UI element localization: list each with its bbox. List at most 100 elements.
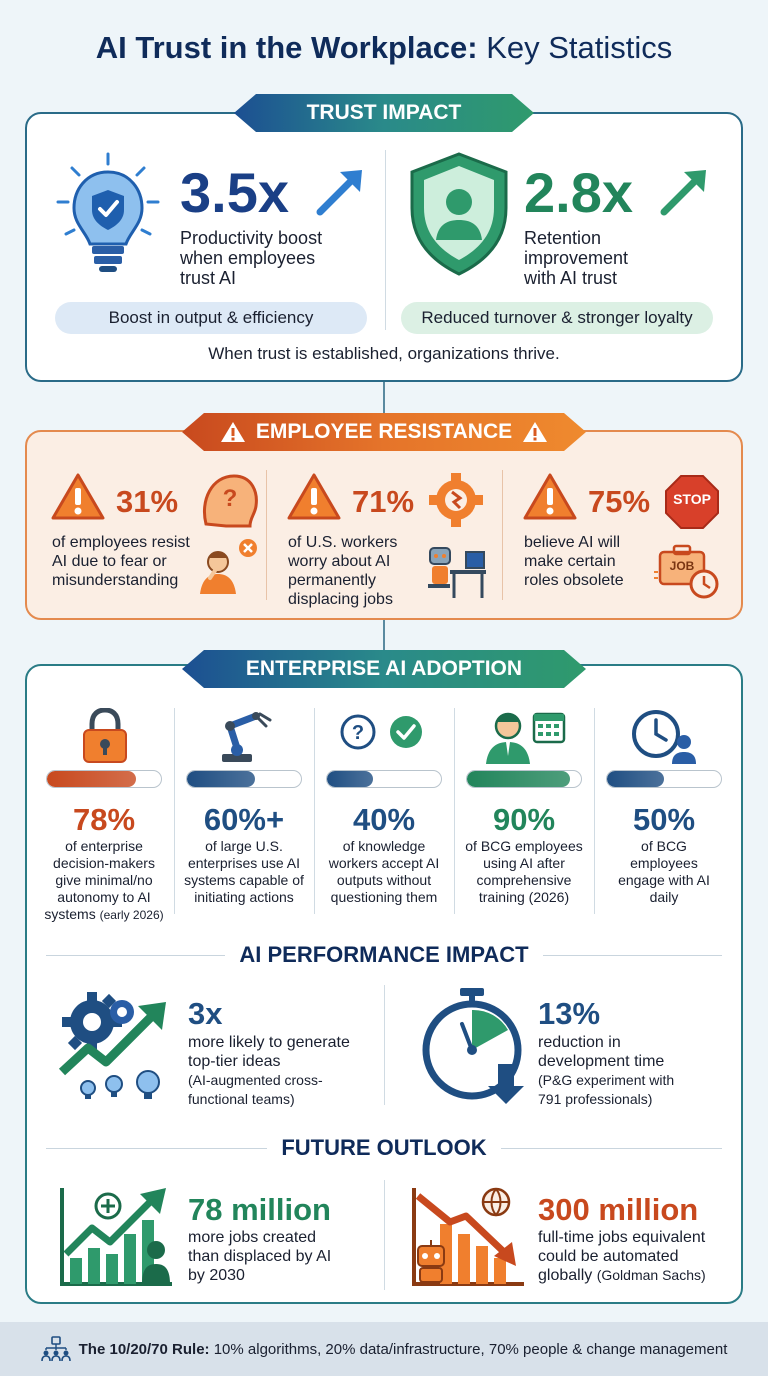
adoption-value-4: 90% <box>492 802 556 837</box>
desc-line: engage with AI <box>618 872 710 888</box>
desc-line: systems capable of <box>184 872 304 888</box>
desc-line: Productivity boost <box>180 228 323 248</box>
warning-triangle-icon <box>523 473 577 520</box>
adoption-desc-5: of BCG employees engage with AI daily <box>596 838 732 906</box>
trust-left-pill: Boost in output & efficiency <box>55 302 367 334</box>
desc-line: enterprises use AI <box>187 855 301 871</box>
future-heading: FUTURE OUTLOOK <box>0 1135 768 1161</box>
footer-bar: The 10/20/70 Rule: 10% algorithms, 20% d… <box>0 1322 768 1376</box>
job-briefcase-icon: JOB <box>654 542 720 600</box>
growth-chart-person-icon <box>60 1188 172 1286</box>
desc-line: more likely to generate <box>188 1034 350 1051</box>
performance-heading-text: AI PERFORMANCE IMPACT <box>225 942 543 967</box>
job-text: JOB <box>669 559 695 573</box>
adoption-value-3: 40% <box>352 802 416 837</box>
warning-triangle-icon <box>287 473 341 520</box>
employee-calendar-icon <box>486 712 566 764</box>
stop-sign-icon: STOP <box>664 474 720 530</box>
future-divider <box>384 1180 385 1290</box>
desc-line: give minimal/no <box>55 872 153 888</box>
title-sub: Key Statistics <box>486 30 673 65</box>
warning-icon <box>522 420 548 444</box>
desc-line: comprehensive <box>476 872 572 888</box>
progress-fill <box>47 771 136 787</box>
lightbulb-shield-icon <box>56 152 160 272</box>
shield-person-icon <box>410 152 508 276</box>
footer-rule-title: The 10/20/70 Rule: <box>78 1340 210 1358</box>
desc-line: of enterprise <box>65 838 143 854</box>
desc-line: development time <box>538 1053 665 1070</box>
progress-bar-50 <box>606 770 722 788</box>
resistance-desc-2: of U.S. workers worry about AI permanent… <box>288 533 438 609</box>
adoption-divider <box>314 708 315 914</box>
svg-text:?: ? <box>352 722 364 744</box>
progress-fill <box>327 771 373 787</box>
trust-productivity-desc: Productivity boost when employees trust … <box>180 228 380 288</box>
adoption-divider <box>454 708 455 914</box>
progress-bar-78 <box>46 770 162 788</box>
question-check-icon: ? <box>340 714 422 750</box>
resistance-desc-1: of employees resist AI due to fear or mi… <box>52 533 212 590</box>
employee-resistance-panel <box>25 430 743 620</box>
note-line: functional teams) <box>188 1091 295 1107</box>
progress-fill <box>467 771 570 787</box>
declining-chart-robot-icon <box>412 1187 524 1286</box>
enterprise-adoption-banner: ENTERPRISE AI ADOPTION <box>182 650 586 688</box>
desc-line: of BCG <box>641 838 687 854</box>
employee-resistance-banner: EMPLOYEE RESISTANCE <box>182 413 586 451</box>
performance-divider <box>384 985 385 1105</box>
trust-retention-desc: Retention improvement with AI trust <box>524 228 724 288</box>
desc-last: globally <box>538 1267 593 1284</box>
desc-line: top-tier ideas <box>188 1053 281 1070</box>
stop-sign-text: STOP <box>673 491 711 507</box>
trust-impact-banner: TRUST IMPACT <box>234 94 534 132</box>
desc-line: of knowledge <box>342 838 426 854</box>
arrow-up-right-icon <box>660 170 706 216</box>
adoption-value-2: 60%+ <box>203 802 285 837</box>
future-desc-right: full-time jobs equivalent could be autom… <box>538 1228 738 1285</box>
performance-heading: AI PERFORMANCE IMPACT <box>0 942 768 968</box>
desc-line: autonomy to AI <box>57 889 151 905</box>
desc-line: believe AI will <box>524 534 621 551</box>
desc-line: when employees <box>180 248 316 268</box>
resistance-value-3: 75% <box>588 484 651 519</box>
adoption-desc-3: of knowledge workers accept AI outputs w… <box>316 838 452 906</box>
note-line: 791 professionals) <box>538 1091 653 1107</box>
desc-line: make certain <box>524 553 616 570</box>
performance-value-left: 3x <box>188 996 223 1031</box>
title-main: AI Trust in the Workplace: <box>95 30 478 65</box>
performance-desc-right: reduction in development time (P&G exper… <box>538 1033 728 1109</box>
note-small: (early 2026) <box>99 908 164 922</box>
warning-icon <box>220 420 246 444</box>
desc-line: than displaced by AI <box>188 1248 332 1265</box>
confused-person-icon: ? <box>200 474 258 594</box>
desc-line: roles obsolete <box>524 572 624 589</box>
trust-tagline: When trust is established, organizations… <box>208 344 560 363</box>
future-value-right: 300 million <box>538 1192 699 1227</box>
desc-line: by 2030 <box>188 1267 245 1284</box>
desc-line: globally (Goldman Sachs) <box>538 1266 738 1285</box>
progress-fill <box>187 771 256 787</box>
connector-line <box>383 382 385 430</box>
robot-at-desk-icon <box>428 473 486 598</box>
note-line: (AI-augmented cross- <box>188 1072 323 1088</box>
progress-bar-90 <box>466 770 582 788</box>
trust-right-pill: Reduced turnover & stronger loyalty <box>401 302 713 334</box>
trust-banner-label: TRUST IMPACT <box>306 101 462 124</box>
adoption-divider <box>594 708 595 914</box>
trust-productivity-value: 3.5x <box>180 161 289 224</box>
desc-line: workers accept AI <box>328 855 440 871</box>
resistance-value-1: 31% <box>116 484 179 519</box>
resistance-desc-3: believe AI will make certain roles obsol… <box>524 533 654 590</box>
desc-line: initiating actions <box>194 889 294 905</box>
future-value-left: 78 million <box>188 1192 331 1227</box>
desc-line: employees <box>630 855 698 871</box>
progress-bar-60 <box>186 770 302 788</box>
desc-line: outputs without <box>336 872 432 888</box>
desc-line: with AI trust <box>524 268 618 288</box>
desc-line: permanently <box>288 572 377 589</box>
desc-line: systems (early 2026) <box>34 906 174 924</box>
future-desc-left: more jobs created than displaced by AI b… <box>188 1228 378 1285</box>
adoption-desc-4: of BCG employees using AI after comprehe… <box>456 838 592 906</box>
desc-line: Retention <box>524 228 602 248</box>
